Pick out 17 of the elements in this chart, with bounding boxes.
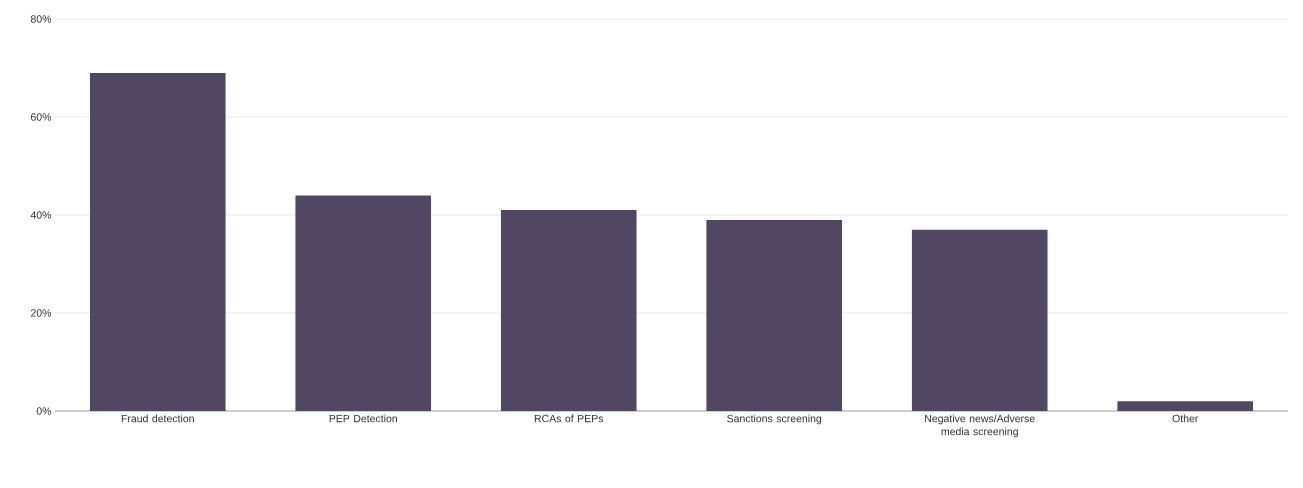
bar xyxy=(89,72,226,411)
x-tick-label: Other xyxy=(1172,414,1199,423)
x-tick-label: PEP Detection xyxy=(329,414,397,423)
bar xyxy=(295,195,432,411)
x-tick-label: Fraud detection xyxy=(121,414,194,423)
bar xyxy=(500,210,637,411)
y-tick-label: 80% xyxy=(30,15,52,23)
x-tick-label: RCAs of PEPs xyxy=(534,414,604,423)
y-tick-label: 0% xyxy=(36,407,52,415)
bar xyxy=(911,229,1048,411)
y-tick-label: 40% xyxy=(30,211,52,219)
x-tick-label: Negative news/Adverse media screening xyxy=(925,414,1035,438)
bar xyxy=(1117,401,1254,411)
x-tick-label: Sanctions screening xyxy=(727,414,822,425)
y-tick-label: 60% xyxy=(30,113,52,121)
bar xyxy=(706,219,843,411)
y-tick-label: 20% xyxy=(30,309,52,317)
